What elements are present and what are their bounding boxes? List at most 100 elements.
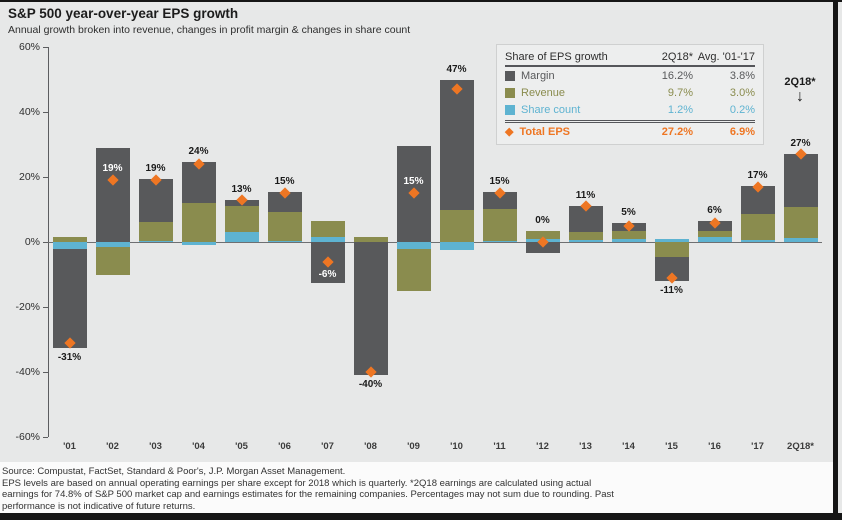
legend-row-revenue: Revenue 9.7% 3.0% (505, 84, 755, 101)
bar-label-'11: 15% (489, 176, 510, 188)
source-footnote: Source: Compustat, FactSet, Standard & P… (0, 462, 833, 513)
x-label-'07: '07 (321, 441, 334, 452)
bar-segment-share-count-'06 (267, 241, 302, 242)
bar-segment-revenue-'09 (396, 248, 431, 291)
bar-segment-margin-'10 (439, 79, 474, 210)
bar-segment-revenue-'06 (267, 211, 302, 242)
legend-label: Margin (521, 69, 555, 82)
bar-segment-share-count-'01 (52, 242, 87, 249)
down-arrow-icon: ↓ (796, 88, 804, 105)
bar-segment-margin-'01 (52, 248, 87, 348)
legend-table: Share of EPS growth 2Q18* Avg. '01-'17 M… (496, 44, 764, 145)
frame-border-bottom (0, 513, 842, 520)
bar-segment-share-count-'03 (138, 241, 173, 242)
bar-label-'08: -40% (358, 379, 383, 391)
bar-segment-revenue-'11 (482, 208, 517, 242)
bar-segment-revenue-'04 (181, 203, 216, 242)
x-label-'03: '03 (149, 441, 162, 452)
bar-label-'04: 24% (188, 146, 209, 158)
bar-segment-share-count-'13 (568, 240, 603, 242)
footnote-line: Source: Compustat, FactSet, Standard & P… (2, 466, 346, 477)
bar-segment-revenue-2Q18* (783, 206, 818, 239)
x-label-'10: '10 (450, 441, 463, 452)
legend-value-q: 16.2% (661, 69, 693, 82)
revenue-swatch-icon (505, 87, 515, 98)
share-count-swatch-icon (505, 104, 515, 115)
bar-segment-share-count-'16 (697, 237, 732, 242)
bar-label-2Q18*: 27% (790, 137, 811, 149)
legend-label: Revenue (521, 86, 566, 99)
bar-segment-share-count-'09 (396, 242, 431, 249)
bar-segment-share-count-'11 (482, 241, 517, 242)
legend-value-avg: 3.8% (729, 69, 755, 82)
bar-segment-revenue-'07 (310, 220, 345, 238)
legend-header-q: 2Q18* (661, 50, 693, 63)
legend-row-margin: Margin 16.2% 3.8% (505, 67, 755, 84)
bar-segment-revenue-'01 (52, 237, 87, 242)
x-label-'16: '16 (708, 441, 721, 452)
legend-header-avg: Avg. '01-'17 (697, 50, 755, 63)
bar-segment-share-count-2Q18* (783, 238, 818, 242)
y-axis-label: -40% (15, 365, 40, 378)
y-axis-tick (43, 112, 48, 113)
bar-segment-revenue-'15 (654, 242, 689, 257)
bar-segment-revenue-'16 (697, 230, 732, 238)
y-axis-tick (43, 177, 48, 178)
bar-segment-margin-'03 (138, 179, 173, 222)
bar-label-'12: 0% (535, 214, 550, 226)
legend-value-q: 9.7% (667, 86, 693, 99)
total-eps-diamond-icon: ◆ (505, 125, 514, 138)
bar-label-'10: 47% (446, 63, 467, 75)
bar-segment-share-count-'10 (439, 242, 474, 251)
bar-segment-margin-'02 (95, 147, 130, 242)
bar-segment-revenue-'03 (138, 221, 173, 242)
y-axis-label: -60% (15, 430, 40, 443)
x-label-'17: '17 (751, 441, 764, 452)
frame-border-right (833, 0, 838, 520)
y-axis-tick (43, 47, 48, 48)
x-label-'04: '04 (192, 441, 205, 452)
bar-segment-margin-'12 (525, 242, 560, 254)
legend-value-q: 27.2% (661, 125, 693, 138)
margin-swatch-icon (505, 70, 515, 81)
bar-segment-revenue-'05 (224, 206, 259, 233)
bar-label-'13: 11% (575, 190, 596, 202)
chart-plot-area: 60% 40% 20% 0% -20% -40% -60% -31% '01 19% '02 19% '… (15, 41, 822, 452)
bar-segment-margin-2Q18* (783, 153, 818, 207)
bar-label-'09: 15% (403, 176, 424, 188)
bar-segment-share-count-'02 (95, 242, 130, 247)
y-axis-tick (43, 437, 48, 438)
x-label-2Q18*: 2Q18* (787, 441, 814, 452)
bar-segment-share-count-'14 (611, 238, 646, 242)
bar-label-'17: 17% (747, 170, 768, 182)
bar-label-'03: 19% (145, 163, 166, 175)
bar-segment-revenue-'02 (95, 246, 130, 275)
x-label-'01: '01 (63, 441, 76, 452)
2q18-annotation: 2Q18* ↓ (770, 76, 830, 105)
legend-value-avg: 0.2% (729, 103, 755, 116)
bar-label-'02: 19% (102, 163, 123, 175)
footnote-line: performance is not indicative of future … (2, 500, 196, 512)
footnote-line: earnings for 74.8% of S&P 500 market cap… (2, 489, 614, 500)
chart-panel: S&P 500 year-over-year EPS growth Annual… (8, 6, 830, 452)
bar-segment-margin-'06 (267, 192, 302, 212)
bar-segment-share-count-'15 (654, 238, 689, 242)
y-axis-tick (43, 307, 48, 308)
zero-baseline (48, 242, 822, 243)
2q18-annotation-label: 2Q18* (784, 76, 816, 88)
y-axis-label: 20% (18, 170, 40, 183)
bar-label-'06: 15% (274, 176, 295, 188)
bar-label-'07: -6% (318, 268, 337, 280)
chart-subtitle: Annual growth broken into revenue, chang… (8, 24, 411, 36)
legend-row-share-count: Share count 1.2% 0.2% (505, 101, 755, 118)
legend-row-total-eps: ◆ Total EPS 27.2% 6.9% (505, 120, 755, 139)
y-axis-label: 0% (24, 235, 40, 248)
legend-label: Share count (521, 103, 581, 116)
y-axis-tick (43, 372, 48, 373)
bar-label-'15: -11% (660, 285, 683, 296)
x-label-'05: '05 (235, 441, 248, 452)
x-label-'08: '08 (364, 441, 377, 452)
bar-segment-revenue-'14 (611, 230, 646, 239)
x-label-'11: '11 (493, 441, 506, 452)
